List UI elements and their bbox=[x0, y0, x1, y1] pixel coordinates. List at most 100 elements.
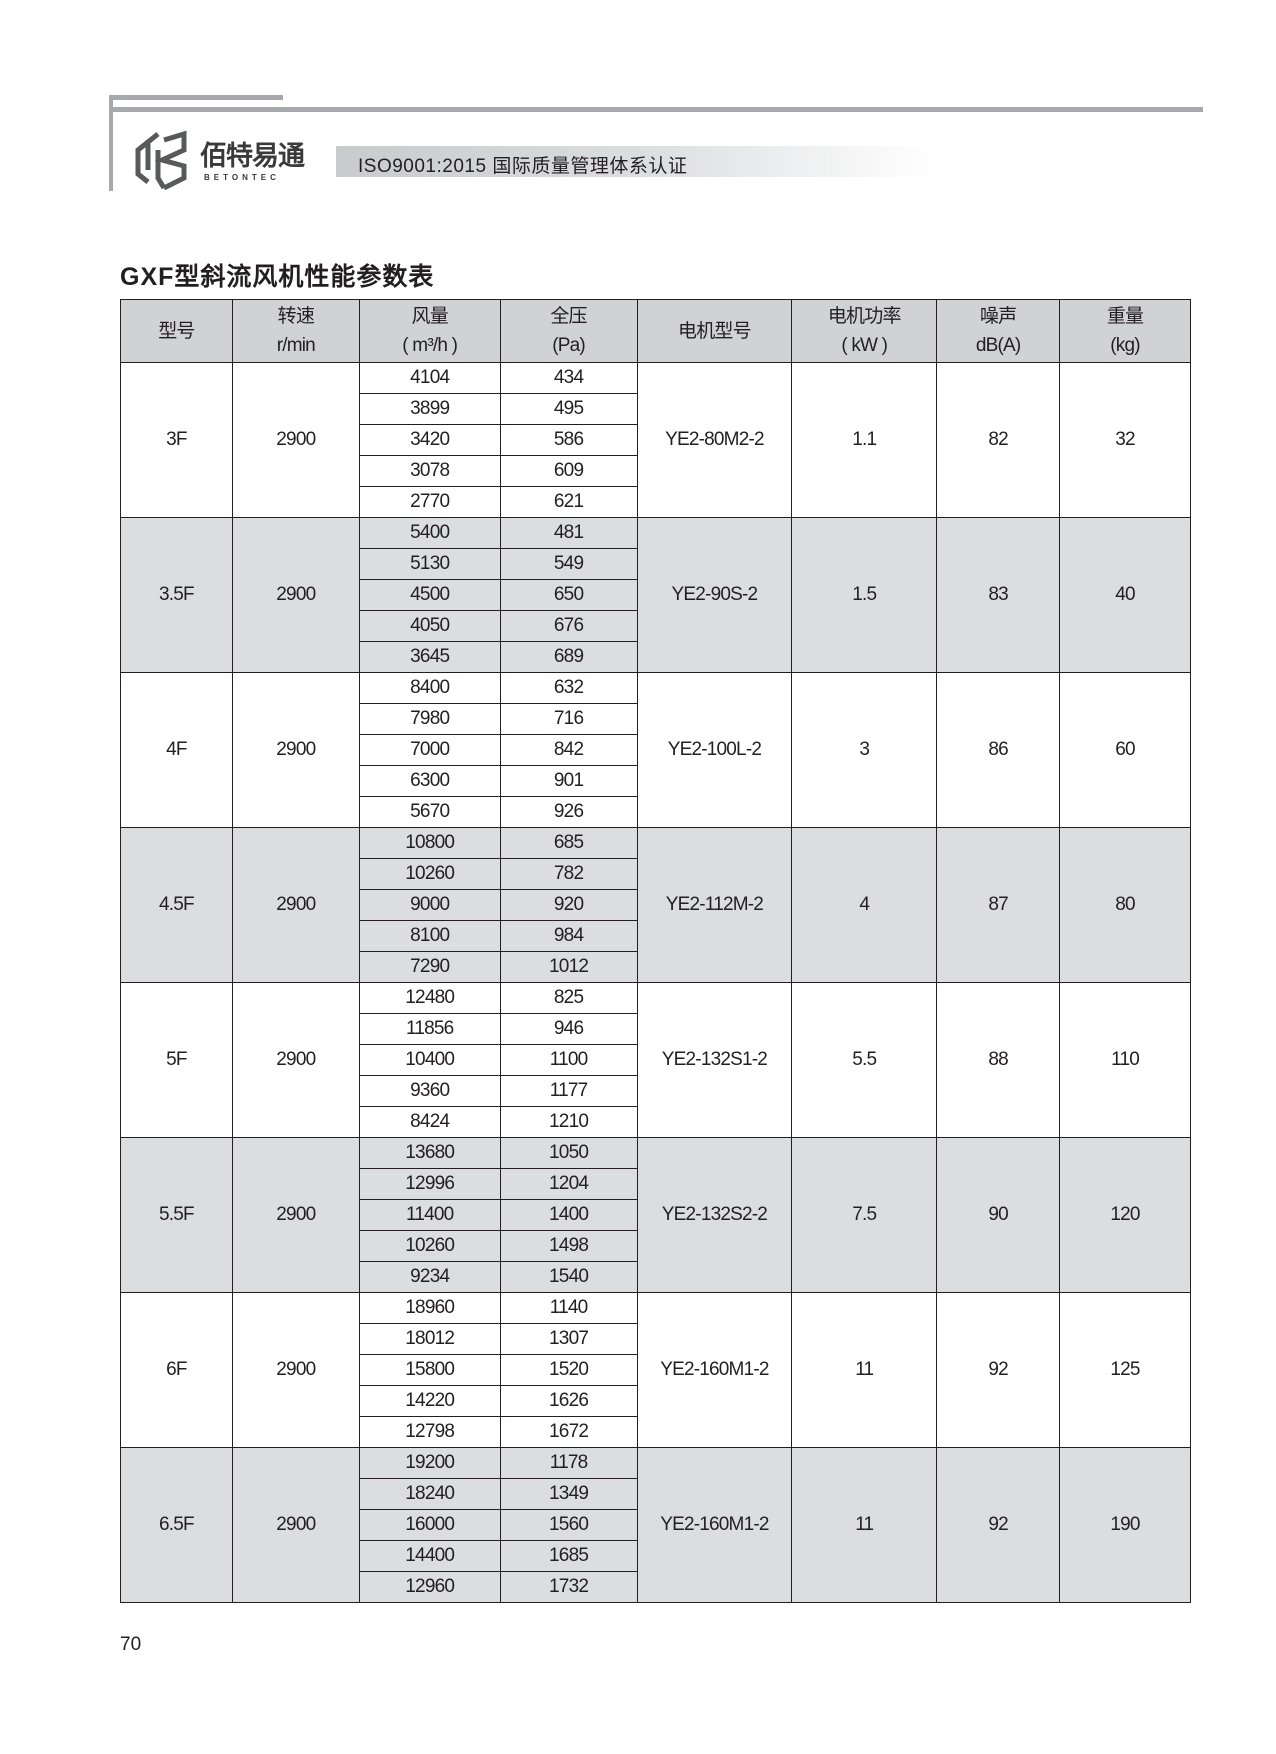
motor-model-cell: YE2-100L-2 bbox=[636, 672, 793, 828]
table-row: 6.5F 2900 19200 1178 YE2-160M1-2 11 92 190 bbox=[120, 1447, 1191, 1603]
column-header-line2: r/min bbox=[276, 335, 316, 356]
certification-banner: ISO9001:2015 国际质量管理体系认证 bbox=[336, 146, 936, 177]
table-row: 15800 1520 bbox=[121, 1354, 1191, 1386]
column-header-line1: 电机功率 bbox=[827, 306, 902, 327]
motor-model-cell: YE2-132S1-2 bbox=[636, 982, 793, 1138]
weight-cell: 120 bbox=[1059, 1137, 1191, 1293]
table-row: 4050 676 bbox=[121, 610, 1191, 642]
airflow-cell: 9234 bbox=[358, 1261, 501, 1293]
table-row: 7980 716 bbox=[121, 703, 1191, 735]
weight-cell: 190 bbox=[1059, 1447, 1191, 1603]
pressure-cell: 632 bbox=[499, 672, 638, 704]
table-row: 4.5F 2900 10800 685 YE2-112M-2 4 87 80 bbox=[120, 827, 1191, 983]
airflow-cell: 3645 bbox=[358, 641, 501, 673]
pressure-cell: 1400 bbox=[499, 1199, 638, 1231]
pressure-cell: 549 bbox=[499, 548, 638, 580]
table-row: 12960 1732 bbox=[121, 1571, 1191, 1603]
column-header-line1: 转速 bbox=[277, 306, 315, 327]
pressure-cell: 926 bbox=[499, 796, 638, 828]
motor-model-cell: YE2-132S2-2 bbox=[636, 1137, 793, 1293]
table-row: 2770 621 bbox=[121, 486, 1191, 518]
pressure-cell: 685 bbox=[499, 827, 638, 859]
noise-cell: 92 bbox=[936, 1292, 1061, 1448]
column-header-line1: 重量 bbox=[1106, 306, 1144, 327]
speed-cell: 2900 bbox=[231, 1137, 360, 1293]
airflow-cell: 16000 bbox=[358, 1509, 501, 1541]
certification-text: ISO9001:2015 国际质量管理体系认证 bbox=[358, 156, 688, 177]
speed-cell: 2900 bbox=[231, 982, 360, 1138]
pressure-cell: 716 bbox=[499, 703, 638, 735]
table-row: 9000 920 bbox=[121, 889, 1191, 921]
logo-english-name: BETONTEC bbox=[204, 173, 280, 182]
pressure-cell: 1626 bbox=[499, 1385, 638, 1417]
airflow-cell: 10400 bbox=[358, 1044, 501, 1076]
pressure-cell: 1685 bbox=[499, 1540, 638, 1572]
column-header-line2: dB(A) bbox=[975, 335, 1021, 356]
table-row: 6300 901 bbox=[121, 765, 1191, 797]
pressure-cell: 1177 bbox=[499, 1075, 638, 1107]
table-row: 3420 586 bbox=[121, 424, 1191, 456]
table-row: 11400 1400 bbox=[121, 1199, 1191, 1231]
airflow-cell: 4050 bbox=[358, 610, 501, 642]
table-row: 3.5F 2900 5400 481 YE2-90S-2 1.5 83 40 bbox=[120, 517, 1191, 673]
airflow-cell: 18960 bbox=[358, 1292, 501, 1324]
airflow-cell: 8100 bbox=[358, 920, 501, 952]
motor-model-cell: YE2-80M2-2 bbox=[636, 362, 793, 518]
pressure-cell: 495 bbox=[499, 393, 638, 425]
table-row: 10260 1498 bbox=[121, 1230, 1191, 1262]
pressure-cell: 609 bbox=[499, 455, 638, 487]
table-row: 3645 689 bbox=[121, 641, 1191, 673]
airflow-cell: 18240 bbox=[358, 1478, 501, 1510]
pressure-cell: 1050 bbox=[499, 1137, 638, 1169]
pressure-cell: 1140 bbox=[499, 1292, 638, 1324]
table-row: 4F 2900 8400 632 YE2-100L-2 3 86 60 bbox=[120, 672, 1191, 828]
speed-cell: 2900 bbox=[231, 362, 360, 518]
column-header: 转速 r/min bbox=[231, 299, 360, 363]
pressure-cell: 1520 bbox=[499, 1354, 638, 1386]
motor-power-cell: 3 bbox=[791, 672, 938, 828]
noise-cell: 83 bbox=[936, 517, 1061, 673]
airflow-cell: 10260 bbox=[358, 1230, 501, 1262]
airflow-cell: 3078 bbox=[358, 455, 501, 487]
weight-cell: 80 bbox=[1059, 827, 1191, 983]
noise-cell: 90 bbox=[936, 1137, 1061, 1293]
page-title: GXF型斜流风机性能参数表 bbox=[120, 263, 435, 291]
motor-power-cell: 5.5 bbox=[791, 982, 938, 1138]
speed-cell: 2900 bbox=[231, 827, 360, 983]
weight-cell: 110 bbox=[1059, 982, 1191, 1138]
noise-cell: 82 bbox=[936, 362, 1061, 518]
airflow-cell: 10260 bbox=[358, 858, 501, 890]
airflow-cell: 12480 bbox=[358, 982, 501, 1014]
table-row: 14220 1626 bbox=[121, 1385, 1191, 1417]
pressure-cell: 825 bbox=[499, 982, 638, 1014]
model-cell: 6F bbox=[120, 1292, 233, 1448]
pressure-cell: 481 bbox=[499, 517, 638, 549]
weight-cell: 125 bbox=[1059, 1292, 1191, 1448]
table-row: 5.5F 2900 13680 1050 YE2-132S2-2 7.5 90 120 bbox=[120, 1137, 1191, 1293]
header-rule-vertical bbox=[109, 95, 113, 191]
pressure-cell: 1204 bbox=[499, 1168, 638, 1200]
pressure-cell: 689 bbox=[499, 641, 638, 673]
pressure-cell: 434 bbox=[499, 362, 638, 394]
pressure-cell: 1307 bbox=[499, 1323, 638, 1355]
model-cell: 4.5F bbox=[120, 827, 233, 983]
column-header: 噪声 dB(A) bbox=[936, 299, 1061, 363]
column-header-line2: ( kW ) bbox=[841, 335, 888, 356]
airflow-cell: 7000 bbox=[358, 734, 501, 766]
airflow-cell: 5400 bbox=[358, 517, 501, 549]
table-row: 12996 1204 bbox=[121, 1168, 1191, 1200]
table-header-row: 型号 转速 r/min 风量 ( m³/h ) 全压 (Pa) 电机型号 电机功率 ( kW ) 噪… bbox=[120, 299, 1191, 363]
airflow-cell: 15800 bbox=[358, 1354, 501, 1386]
motor-power-cell: 7.5 bbox=[791, 1137, 938, 1293]
column-header-line2: (kg) bbox=[1110, 335, 1140, 356]
table-row: 5F 2900 12480 825 YE2-132S1-2 5.5 88 110 bbox=[120, 982, 1191, 1138]
airflow-cell: 6300 bbox=[358, 765, 501, 797]
motor-power-cell: 11 bbox=[791, 1447, 938, 1603]
motor-model-cell: YE2-90S-2 bbox=[636, 517, 793, 673]
table-row: 8424 1210 bbox=[121, 1106, 1191, 1138]
airflow-cell: 10800 bbox=[358, 827, 501, 859]
airflow-cell: 12798 bbox=[358, 1416, 501, 1448]
table-row: 7000 842 bbox=[121, 734, 1191, 766]
table-row: 5670 926 bbox=[121, 796, 1191, 828]
pressure-cell: 946 bbox=[499, 1013, 638, 1045]
